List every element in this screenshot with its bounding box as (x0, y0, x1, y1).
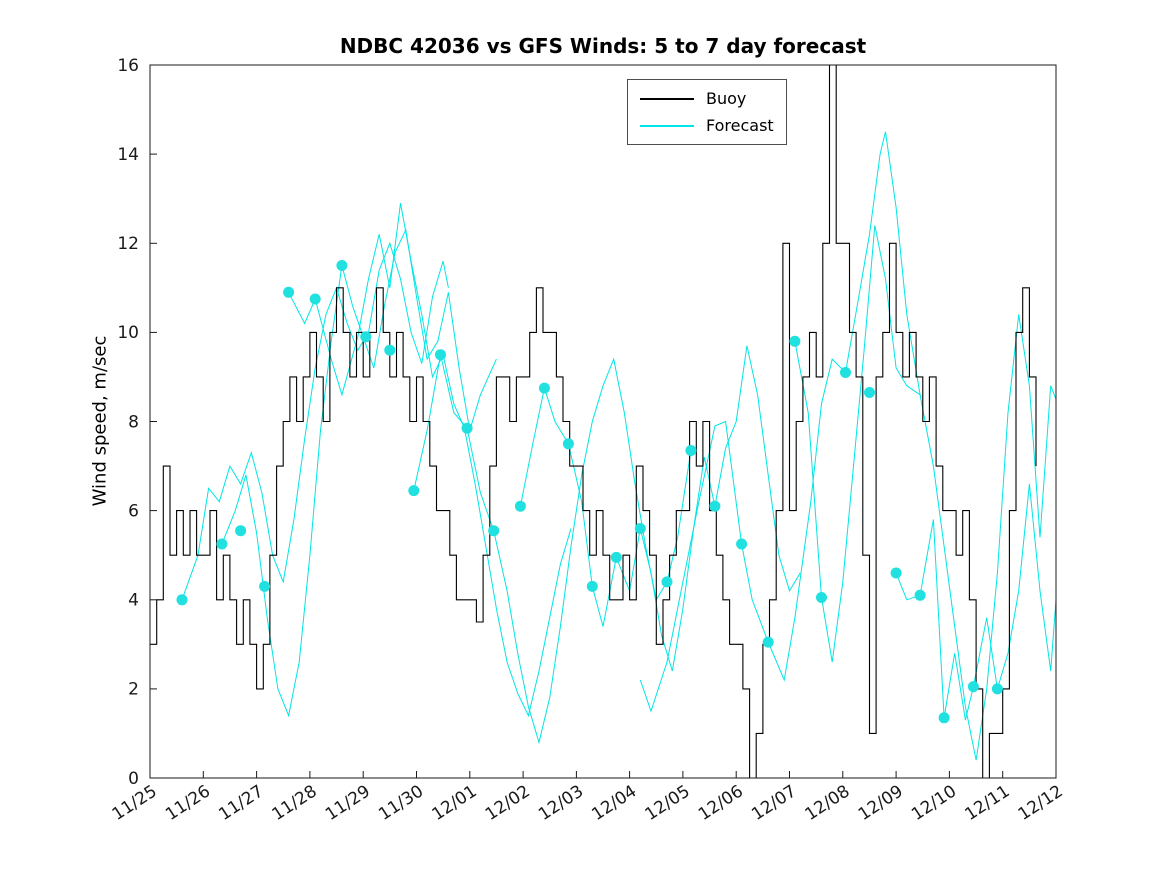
y-tick-label: 10 (117, 323, 139, 343)
legend: Buoy Forecast (627, 79, 787, 145)
forecast-marker (586, 580, 598, 592)
x-tick-label: 12/09 (855, 781, 907, 824)
forecast-marker (736, 538, 748, 550)
x-tick-label: 12/11 (961, 781, 1013, 824)
forecast-marker (610, 551, 622, 563)
chart-title: NDBC 42036 vs GFS Winds: 5 to 7 day fore… (339, 34, 867, 58)
forecast-line-2 (221, 228, 497, 718)
forecast-line-7 (794, 225, 1056, 761)
forecast-marker (967, 681, 979, 693)
x-tick-label: 12/02 (482, 781, 534, 824)
forecast-marker (840, 367, 851, 378)
y-tick-label: 16 (117, 56, 139, 76)
forecast-marker (360, 331, 372, 343)
forecast-marker (384, 344, 396, 356)
forecast-marker (488, 525, 500, 537)
forecast-marker (235, 525, 247, 537)
x-tick-label: 12/10 (908, 781, 960, 824)
forecast-marker (634, 523, 646, 534)
y-tick-label: 12 (117, 234, 139, 254)
x-tick-label: 11/26 (162, 781, 214, 824)
x-tick-label: 12/06 (695, 781, 747, 824)
x-tick-label: 12/05 (642, 781, 694, 824)
forecast-marker (435, 349, 446, 361)
x-tick-label: 11/27 (215, 781, 267, 824)
forecast-marker (336, 260, 348, 271)
forecast-marker (309, 293, 321, 305)
x-tick-label: 12/07 (748, 781, 800, 824)
forecast-marker (991, 683, 1003, 695)
forecast-marker (538, 382, 550, 394)
legend-label-forecast: Forecast (706, 116, 774, 135)
y-tick-label: 6 (128, 501, 139, 521)
y-tick-label: 14 (117, 145, 139, 165)
forecast-marker (661, 576, 673, 588)
forecast-line-1 (181, 241, 449, 600)
forecast-line-5 (519, 345, 801, 672)
y-tick-label: 0 (128, 769, 139, 789)
x-tick-label: 12/08 (802, 781, 854, 824)
forecast-marker (864, 387, 875, 398)
buoy-line (150, 64, 1037, 779)
forecast-marker (259, 580, 271, 592)
legend-label-buoy: Buoy (706, 89, 747, 108)
x-tick-label: 12/01 (429, 781, 481, 824)
forecast-marker (762, 636, 774, 648)
x-tick-label: 11/30 (375, 781, 427, 824)
y-tick-label: 8 (128, 412, 139, 432)
legend-entry-buoy: Buoy (640, 89, 774, 108)
x-tick-label: 12/04 (588, 781, 640, 824)
forecast-marker (283, 286, 295, 298)
forecast-marker (562, 438, 574, 450)
forecast-marker (461, 422, 473, 434)
forecast-marker (408, 485, 420, 497)
y-tick-label: 2 (128, 680, 139, 700)
y-axis-label: Wind speed, m/sec (89, 335, 111, 507)
y-tick-label: 4 (128, 591, 139, 611)
forecast-line-6 (639, 131, 921, 713)
forecast-marker (789, 335, 801, 347)
legend-entry-forecast: Forecast (640, 116, 774, 135)
forecast-line-3 (288, 203, 572, 718)
forecast-marker (685, 445, 697, 456)
buoy-line-swatch (640, 97, 694, 100)
forecast-marker (514, 500, 526, 512)
x-tick-label: 12/12 (1015, 781, 1067, 824)
forecast-line-swatch (640, 124, 694, 127)
forecast-marker (816, 592, 827, 603)
x-tick-label: 12/03 (535, 781, 587, 824)
x-tick-label: 11/29 (322, 781, 374, 824)
forecast-marker (216, 538, 228, 550)
forecast-marker (176, 594, 188, 606)
forecast-line-8 (895, 483, 1056, 721)
x-tick-label: 11/28 (269, 781, 321, 824)
forecast-marker (890, 567, 902, 579)
forecast-marker (914, 589, 926, 601)
forecast-marker (938, 712, 950, 724)
forecast-marker (709, 500, 721, 512)
